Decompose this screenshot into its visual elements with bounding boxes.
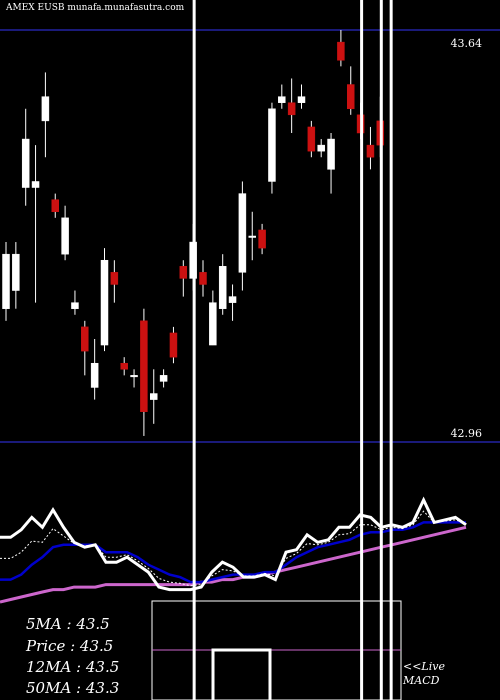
candle-body — [307, 126, 316, 152]
price-label: Price : 43.5 — [26, 637, 114, 655]
candle-body — [278, 96, 286, 103]
candle-body — [2, 253, 10, 309]
candle-body — [71, 302, 79, 309]
candle-body — [120, 362, 128, 370]
candle-body — [51, 199, 59, 213]
candle-body — [297, 96, 306, 103]
upper-level-label: 43.64 — [450, 37, 483, 50]
candle-body — [31, 181, 40, 188]
candle-body — [61, 217, 69, 255]
ma50-label: 50MA : 43.3 — [26, 679, 120, 697]
ma-fast-line — [0, 496, 467, 592]
candle-body — [199, 272, 207, 285]
candle-body — [150, 393, 158, 400]
candle-body — [258, 229, 266, 249]
macd-bar — [211, 648, 272, 700]
candle-body — [268, 108, 276, 182]
candle-body — [81, 326, 89, 352]
candle-body — [287, 102, 296, 116]
candle-body — [337, 41, 345, 61]
candle-body — [41, 96, 50, 122]
ma5-label: 5MA : 43.5 — [26, 615, 110, 633]
candle-body — [12, 253, 20, 291]
lower-level-label: 42.96 — [450, 427, 483, 440]
candle-body — [366, 144, 375, 158]
candle-body — [130, 375, 138, 378]
candle-body — [110, 272, 119, 285]
macd-label: MACD — [403, 674, 440, 687]
candle-body — [218, 266, 227, 309]
live-label[interactable]: <<Live — [403, 660, 445, 673]
candle-body — [100, 259, 109, 346]
candle-body — [327, 138, 335, 170]
candle-body — [238, 193, 247, 273]
candle-body — [90, 362, 99, 388]
candle-body — [228, 296, 237, 303]
candle-body — [317, 144, 325, 152]
candle-body — [21, 138, 30, 188]
ma-mid-line — [0, 521, 466, 584]
ma-slow-line — [0, 525, 467, 604]
chart-header: AMEX EUSB munafa.munafasutra.com — [6, 3, 185, 13]
candle-body — [169, 332, 178, 358]
ma12-label: 12MA : 43.5 — [26, 658, 120, 676]
candle-body — [179, 266, 188, 279]
candle-body — [159, 375, 168, 382]
candle-body — [140, 320, 148, 412]
candle-body — [347, 84, 355, 110]
candle-body — [209, 302, 217, 346]
candle-body — [248, 235, 256, 238]
